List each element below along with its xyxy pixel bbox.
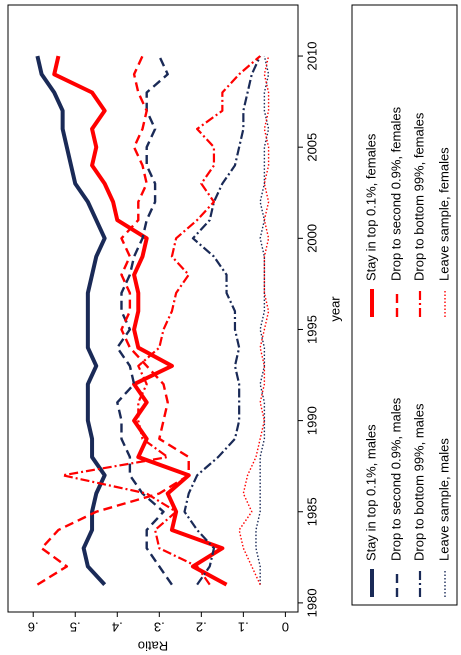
- legend-label: Drop to bottom 99%, males: [411, 403, 426, 561]
- series-line: [255, 55, 270, 585]
- legend-label: Stay in top 0.1%, females: [363, 133, 378, 281]
- legend-frame: [351, 4, 458, 606]
- legend-label: Leave sample, males: [436, 438, 451, 561]
- y-tick-label: 0: [282, 620, 289, 635]
- x-tick-label: 1990: [304, 406, 319, 435]
- x-tick-label: 2000: [304, 224, 319, 253]
- legend-label: Stay in top 0.1%, males: [363, 424, 378, 561]
- x-tick-label: 2010: [304, 42, 319, 71]
- legend-label: Drop to second 0.9%, females: [388, 106, 403, 281]
- x-tick-label: 1995: [304, 315, 319, 344]
- series-line: [35, 55, 107, 587]
- plot-frame: [7, 4, 299, 613]
- y-tick-label: .4: [112, 620, 123, 635]
- legend-label: Leave sample, females: [436, 147, 451, 281]
- legend-label: Drop to second 0.9%, males: [388, 397, 403, 561]
- y-axis-title: Ratio: [138, 639, 168, 654]
- x-axis-title: year: [327, 296, 342, 322]
- y-tick-label: .2: [196, 620, 207, 635]
- series-line: [238, 55, 270, 585]
- series-line: [183, 55, 262, 586]
- series-line: [61, 55, 261, 586]
- x-tick-label: 1980: [304, 588, 319, 617]
- legend-label: Drop to bottom 99%, females: [411, 112, 426, 281]
- series-line: [52, 55, 228, 587]
- y-tick-label: .3: [154, 620, 165, 635]
- x-tick-label: 1985: [304, 497, 319, 526]
- y-tick-label: .1: [238, 620, 249, 635]
- y-tick-label: .5: [70, 620, 81, 635]
- y-tick-label: .6: [28, 620, 39, 635]
- x-tick-label: 2005: [304, 133, 319, 162]
- series-line: [36, 55, 190, 586]
